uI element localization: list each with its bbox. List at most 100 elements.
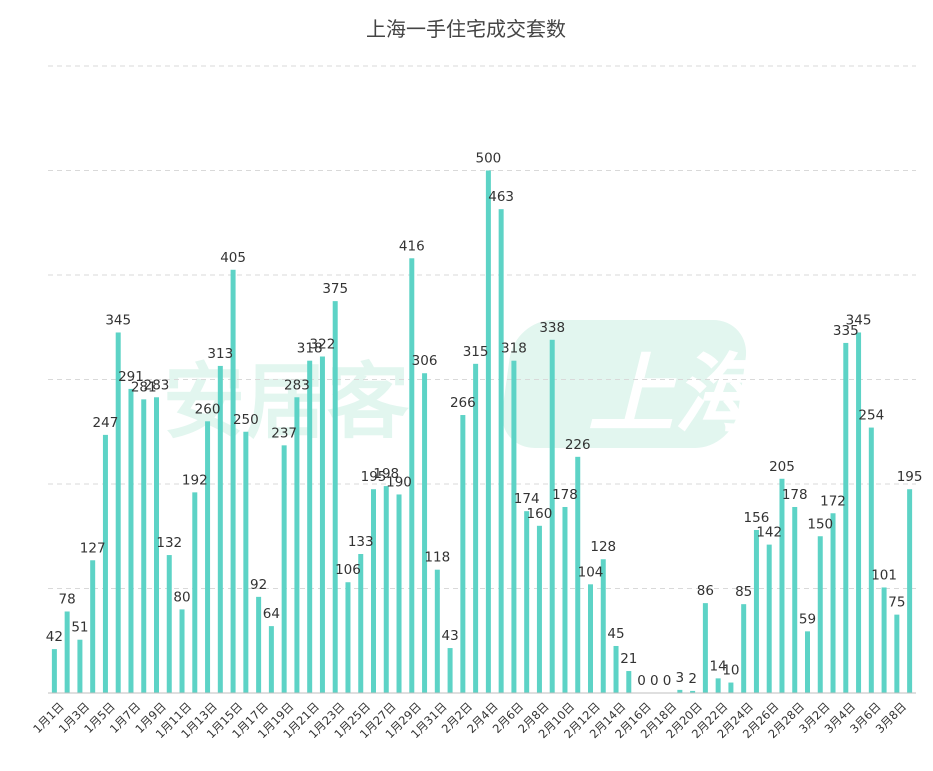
bar-value-label: 150: [807, 516, 833, 532]
bar-value-label: 375: [322, 281, 348, 297]
bar: [881, 587, 887, 693]
bar: [179, 609, 185, 693]
bar-value-label: 142: [756, 525, 782, 541]
bar: [205, 421, 211, 693]
bar: [702, 603, 708, 693]
bar: [166, 555, 172, 693]
bar-value-label: 85: [735, 584, 752, 600]
bar-value-label: 10: [722, 663, 739, 679]
bar-value-label: 254: [858, 408, 884, 424]
bar: [102, 434, 108, 693]
bar: [294, 397, 300, 693]
bar: [524, 511, 530, 693]
bar-value-label: 64: [263, 606, 280, 622]
watermark-badge: [502, 320, 747, 448]
bar: [792, 506, 798, 693]
bar-value-label: 500: [475, 151, 501, 167]
bar: [332, 301, 338, 694]
bar: [575, 456, 581, 693]
bar: [498, 209, 504, 694]
bar-value-label: 306: [412, 353, 438, 369]
bar-value-label: 335: [833, 323, 859, 339]
bar: [894, 614, 900, 694]
bar: [562, 506, 568, 693]
bar: [243, 431, 249, 693]
bar-value-label: 178: [782, 487, 808, 503]
bar: [830, 513, 836, 693]
bar: [319, 356, 325, 693]
bar-value-label: 195: [361, 469, 387, 485]
bar: [677, 689, 683, 693]
bar: [447, 648, 453, 693]
bar-value-label: 78: [59, 591, 76, 607]
bar: [230, 269, 236, 693]
bar-value-label: 315: [463, 344, 489, 360]
bar-value-label: 45: [607, 626, 624, 642]
bar: [217, 365, 223, 693]
bar: [64, 611, 70, 693]
bar-value-label: 226: [565, 437, 591, 453]
watermark-logo: 安居客 上海: [163, 320, 773, 450]
bar-value-label: 318: [297, 341, 323, 357]
bar-value-label: 132: [156, 535, 182, 551]
bar-value-label: 101: [871, 567, 897, 583]
bar: [473, 363, 479, 693]
bar-value-label: 172: [820, 493, 846, 509]
bar-value-label: 345: [105, 312, 131, 328]
bar-value-label: 260: [195, 401, 221, 417]
bar: [256, 596, 262, 693]
bar-value-label: 463: [488, 189, 514, 205]
bar: [868, 427, 874, 693]
bar: [728, 682, 734, 693]
bar-value-label: 205: [769, 459, 795, 475]
bar: [281, 445, 287, 693]
bar-value-label: 178: [552, 487, 578, 503]
bar-value-label: 313: [207, 346, 233, 362]
bar-value-label: 75: [888, 595, 905, 611]
bar-series: [51, 170, 913, 694]
bar-value-label: 322: [310, 337, 336, 353]
bar-value-label: 198: [373, 466, 399, 482]
bar: [128, 388, 134, 693]
bar: [613, 645, 619, 693]
bar-value-label: 266: [450, 395, 476, 411]
bar-value-label: 281: [131, 379, 157, 395]
bar-value-label: 0: [637, 673, 646, 689]
bar: [805, 631, 810, 693]
bar: [345, 582, 351, 693]
bar: [90, 560, 96, 693]
watermark-brand-text: 安居客: [163, 355, 409, 450]
bar-value-label: 237: [271, 425, 297, 441]
bar: [485, 170, 491, 693]
bar-value-label: 0: [650, 673, 659, 689]
bar: [371, 489, 376, 693]
bar-value-label: 345: [846, 312, 872, 328]
bar-value-label: 0: [663, 673, 672, 689]
bar-value-label: 192: [182, 472, 208, 488]
bar: [358, 554, 364, 693]
bar-value-label: 43: [441, 628, 458, 644]
bar: [766, 544, 772, 693]
bar-value-label: 3: [676, 670, 685, 686]
chart-title: 上海一手住宅成交套数: [366, 17, 566, 41]
bar-value-label: 133: [348, 534, 374, 550]
bar: [549, 339, 555, 693]
bar-value-label: 405: [220, 250, 246, 266]
bar: [383, 486, 389, 693]
bar: [115, 332, 121, 693]
bar: [192, 492, 198, 693]
bar: [690, 690, 696, 693]
bar-value-label: 318: [501, 341, 527, 357]
bar-value-label: 92: [250, 577, 267, 593]
bar: [434, 569, 440, 693]
bar: [77, 639, 83, 693]
bar-value-label: 21: [620, 651, 637, 667]
bar: [600, 559, 606, 693]
bar-value-label: 14: [710, 658, 727, 674]
bar-value-labels: 4278511272473452912812831328019226031340…: [46, 151, 923, 690]
bar-value-label: 291: [118, 369, 144, 385]
bar-value-label: 51: [71, 620, 88, 636]
bar-value-label: 174: [514, 491, 540, 507]
